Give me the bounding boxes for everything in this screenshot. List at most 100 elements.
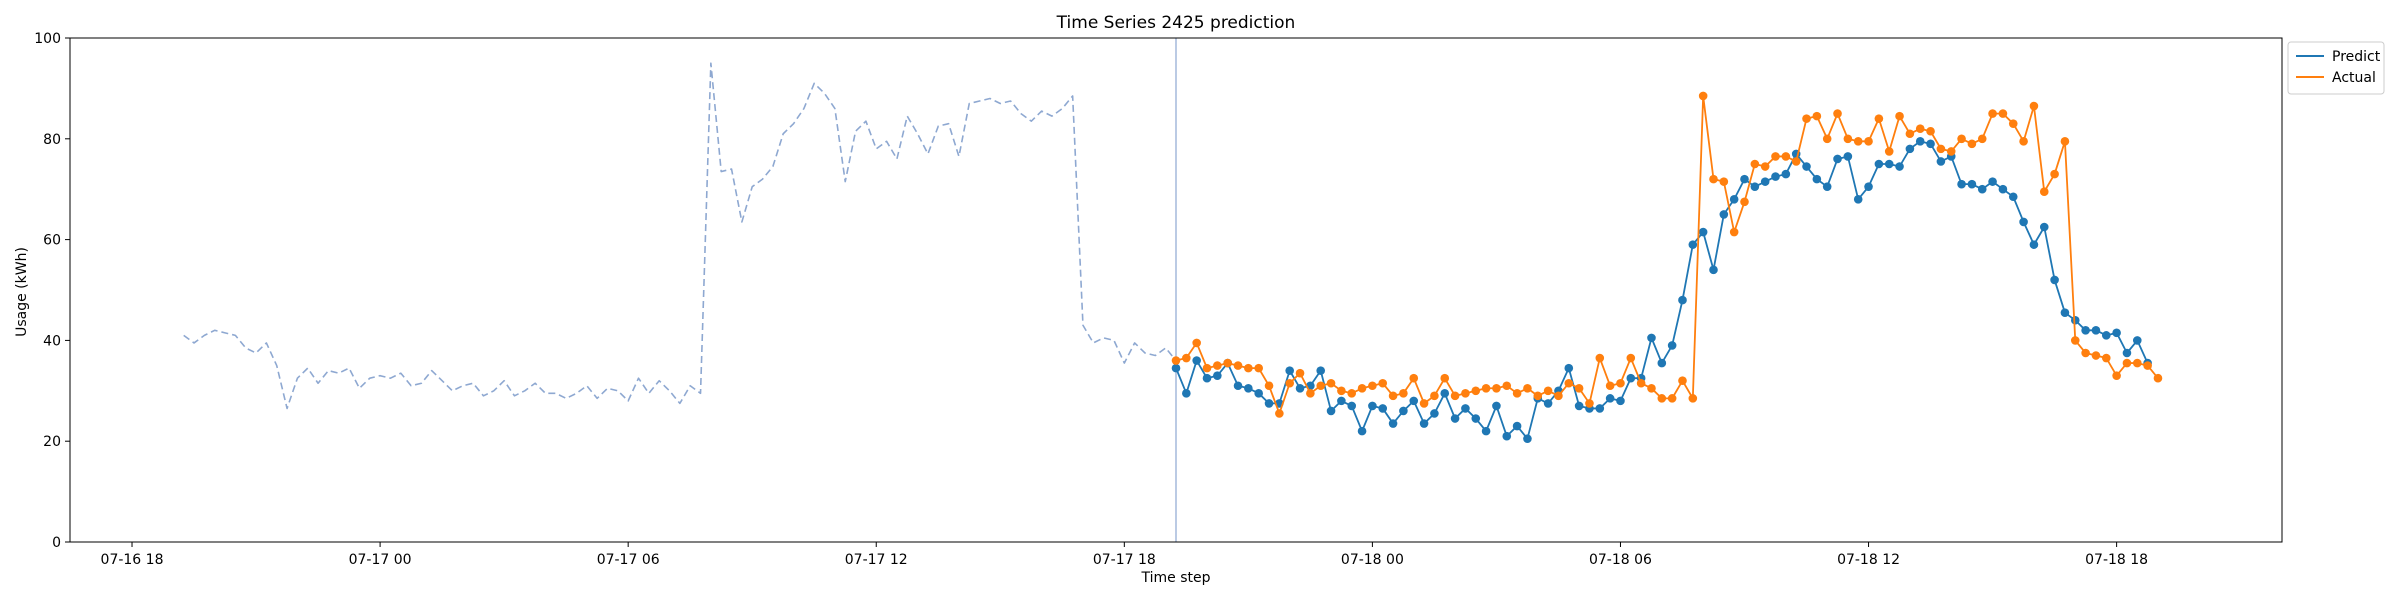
predict-point-11 bbox=[1285, 366, 1294, 375]
predict-point-17 bbox=[1347, 401, 1357, 411]
predict-point-91 bbox=[2112, 328, 2121, 338]
y-tick-label-2: 40 bbox=[43, 333, 61, 349]
predict-point-21 bbox=[1388, 419, 1398, 428]
y-tick-label-0: 0 bbox=[52, 535, 61, 551]
actual-point-65 bbox=[1843, 134, 1853, 144]
actual-point-22 bbox=[1399, 389, 1408, 398]
actual-point-77 bbox=[1967, 139, 1977, 149]
predict-point-49 bbox=[1678, 295, 1687, 305]
predict-point-50 bbox=[1688, 240, 1698, 249]
predict-point-54 bbox=[1729, 194, 1739, 204]
actual-point-39 bbox=[1574, 383, 1584, 393]
predict-point-92 bbox=[2122, 348, 2132, 358]
predict-point-44 bbox=[1626, 373, 1636, 383]
actual-point-72 bbox=[1915, 124, 1925, 134]
predict-point-73 bbox=[1926, 139, 1935, 149]
actual-point-36 bbox=[1543, 386, 1553, 396]
actual-point-30 bbox=[1481, 383, 1491, 393]
actual-point-94 bbox=[2143, 361, 2152, 370]
predict-point-2 bbox=[1192, 356, 1201, 365]
actual-point-7 bbox=[1244, 363, 1253, 373]
predict-point-26 bbox=[1440, 389, 1450, 398]
predict-point-48 bbox=[1667, 341, 1677, 350]
actual-point-53 bbox=[1719, 177, 1729, 186]
predict-point-67 bbox=[1864, 182, 1873, 191]
predict-point-69 bbox=[1884, 159, 1894, 169]
predict-point-89 bbox=[2091, 326, 2101, 335]
actual-point-88 bbox=[2081, 348, 2090, 358]
predict-point-47 bbox=[1657, 358, 1667, 368]
predict-point-79 bbox=[1988, 177, 1997, 186]
predict-point-88 bbox=[2081, 326, 2090, 335]
y-axis-label: Usage (kWh) bbox=[14, 247, 30, 337]
actual-point-29 bbox=[1471, 386, 1481, 396]
actual-point-33 bbox=[1512, 389, 1522, 398]
actual-point-56 bbox=[1750, 159, 1760, 169]
actual-point-81 bbox=[2008, 119, 2018, 128]
legend: Predict Actual bbox=[2287, 41, 2385, 95]
actual-point-68 bbox=[1874, 114, 1884, 123]
actual-point-35 bbox=[1533, 391, 1543, 401]
actual-point-27 bbox=[1450, 391, 1460, 401]
actual-point-18 bbox=[1357, 383, 1367, 393]
actual-point-83 bbox=[2029, 101, 2039, 111]
actual-point-67 bbox=[1864, 137, 1873, 146]
actual-point-4 bbox=[1213, 361, 1222, 370]
actual-point-90 bbox=[2101, 353, 2111, 363]
predict-point-20 bbox=[1378, 404, 1388, 413]
predict-point-6 bbox=[1233, 381, 1243, 391]
predict-point-4 bbox=[1213, 371, 1222, 380]
predict-point-1 bbox=[1182, 389, 1191, 398]
actual-point-41 bbox=[1595, 353, 1605, 363]
predict-point-27 bbox=[1450, 414, 1460, 423]
actual-point-60 bbox=[1791, 157, 1801, 166]
predict-point-7 bbox=[1244, 383, 1253, 393]
plot-frame bbox=[69, 37, 2283, 543]
predict-point-39 bbox=[1574, 401, 1584, 411]
actual-point-3 bbox=[1202, 363, 1212, 373]
predict-point-41 bbox=[1595, 404, 1605, 413]
x-tick-label-6: 07-18 06 bbox=[1589, 552, 1652, 568]
predict-point-36 bbox=[1543, 399, 1553, 408]
actual-point-73 bbox=[1926, 126, 1935, 136]
actual-point-49 bbox=[1678, 376, 1687, 386]
actual-point-70 bbox=[1895, 111, 1904, 121]
actual-point-54 bbox=[1729, 227, 1739, 237]
y-tick-label-5: 100 bbox=[34, 31, 61, 47]
actual-point-66 bbox=[1853, 137, 1863, 146]
predict-point-59 bbox=[1781, 169, 1791, 179]
predict-point-53 bbox=[1719, 210, 1729, 219]
actual-point-89 bbox=[2091, 351, 2101, 360]
actual-point-11 bbox=[1285, 378, 1294, 388]
actual-point-38 bbox=[1564, 378, 1574, 388]
predict-point-24 bbox=[1419, 419, 1429, 428]
predict-point-57 bbox=[1760, 177, 1770, 186]
predict-point-25 bbox=[1430, 409, 1439, 418]
predict-point-23 bbox=[1409, 396, 1419, 406]
actual-point-92 bbox=[2122, 358, 2132, 368]
actual-point-71 bbox=[1905, 129, 1915, 139]
x-tick-label-3: 07-17 12 bbox=[845, 552, 908, 568]
actual-point-80 bbox=[1998, 109, 2008, 118]
history-series-line bbox=[183, 62, 1177, 410]
predict-point-58 bbox=[1771, 172, 1780, 181]
actual-point-43 bbox=[1616, 378, 1625, 388]
actual-point-75 bbox=[1946, 147, 1956, 156]
actual-point-9 bbox=[1264, 381, 1274, 391]
predict-point-87 bbox=[2070, 315, 2080, 325]
actual-point-59 bbox=[1781, 152, 1791, 161]
actual-point-79 bbox=[1988, 109, 1997, 118]
predict-point-22 bbox=[1399, 406, 1408, 416]
actual-point-62 bbox=[1812, 111, 1822, 121]
predict-point-8 bbox=[1254, 389, 1263, 398]
actual-point-32 bbox=[1502, 381, 1512, 391]
predict-point-14 bbox=[1316, 366, 1326, 375]
actual-point-13 bbox=[1306, 389, 1315, 398]
predict-point-74 bbox=[1936, 157, 1946, 166]
predict-point-18 bbox=[1357, 426, 1367, 436]
actual-point-51 bbox=[1698, 91, 1708, 101]
predict-point-33 bbox=[1512, 421, 1522, 431]
actual-point-37 bbox=[1554, 391, 1563, 401]
actual-point-21 bbox=[1388, 391, 1398, 401]
actual-point-20 bbox=[1378, 378, 1388, 388]
